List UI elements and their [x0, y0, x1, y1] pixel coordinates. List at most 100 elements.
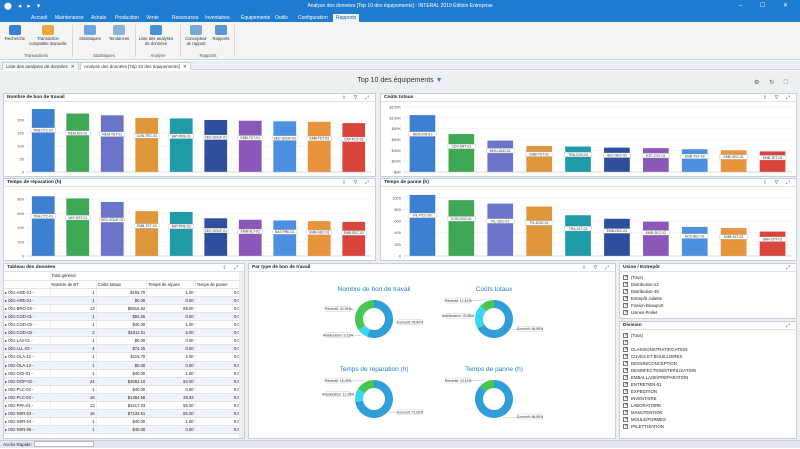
filter-item[interactable]: INVENTAIRE — [623, 395, 793, 402]
concepteur-button[interactable]: Concepteur de rapport — [183, 25, 209, 46]
menu-8[interactable]: Outils — [272, 14, 291, 22]
filter-item[interactable]: (Tous) — [623, 274, 793, 281]
tab-liste-analyses[interactable]: Liste des analyses de données✕ — [2, 62, 79, 70]
col-header[interactable]: Nombre de BT — [50, 280, 96, 288]
checkbox[interactable] — [623, 410, 628, 415]
menu-6[interactable]: Inventaires — [202, 14, 232, 22]
bar[interactable] — [308, 221, 331, 256]
bar[interactable] — [643, 148, 669, 172]
division-filter-list[interactable]: (Tous) CLASSIONSTRATIFICATIONCUVES ET BOU… — [623, 332, 793, 430]
panel-tool-icons[interactable]: ⇪ ⛛ ⤢ — [763, 179, 793, 187]
filter-item[interactable]: DESSIN/CONCEPTION — [623, 360, 793, 367]
bar[interactable] — [526, 207, 552, 256]
col-header[interactable]: Coûts totaux — [96, 280, 147, 288]
filter-item[interactable]: EMBALLAGE/PREPARATION — [623, 374, 793, 381]
bar[interactable] — [32, 109, 55, 172]
filter-item[interactable]: MOULE/FORMES — [623, 416, 793, 423]
bar[interactable] — [721, 150, 747, 172]
panel-tool-icons[interactable]: ⇪ ⛛ ⤢ — [342, 179, 372, 187]
table-scrollbar[interactable] — [239, 272, 244, 439]
bar[interactable] — [273, 121, 296, 172]
menu-1[interactable]: Maintenance — [52, 14, 87, 22]
panel-tool-icons[interactable]: ⤢ — [786, 264, 793, 272]
panel-tool-icons[interactable]: ⇪ ⛛ ⤢ — [763, 94, 793, 102]
checkbox[interactable] — [623, 424, 628, 429]
filter-item[interactable]: EXPEDITION — [623, 388, 793, 395]
bar[interactable] — [487, 141, 513, 172]
bar[interactable] — [449, 134, 475, 172]
quick-access-input[interactable] — [34, 441, 94, 447]
window-controls[interactable]: – ☐ ✕ — [739, 2, 796, 9]
bar[interactable] — [101, 115, 124, 172]
filter-item[interactable]: CUVES ET BOUILLOIRES — [623, 353, 793, 360]
bar[interactable] — [760, 151, 786, 172]
bar[interactable] — [308, 122, 331, 172]
checkbox[interactable] — [623, 354, 628, 359]
bar[interactable] — [565, 147, 591, 172]
filter-item[interactable]: CLASSIONSTRATIFICATION — [623, 346, 793, 353]
checkbox[interactable] — [623, 368, 628, 373]
menu-7[interactable]: Équipements — [238, 14, 273, 22]
checkbox[interactable] — [623, 417, 628, 422]
filter-item[interactable]: (Tous) — [623, 332, 793, 339]
bar[interactable] — [342, 222, 365, 256]
bar[interactable] — [643, 222, 669, 256]
tendances-button[interactable]: Tendances — [106, 25, 132, 41]
filter-item[interactable]: PALETTISATION — [623, 423, 793, 430]
donut-slice[interactable] — [355, 300, 374, 330]
checkbox[interactable] — [623, 310, 628, 315]
checkbox[interactable] — [623, 275, 628, 280]
menu-3[interactable]: Production — [112, 14, 142, 22]
statistiques-button[interactable]: Statistiques — [76, 25, 104, 41]
panel-tool-icons[interactable]: ⇪ ⤢ — [222, 264, 241, 272]
filter-item[interactable]: DESINFECTION/STERILISATION — [623, 367, 793, 374]
bar[interactable] — [682, 227, 708, 256]
checkbox[interactable] — [623, 296, 628, 301]
bar[interactable] — [410, 115, 436, 172]
menu-2[interactable]: Achats — [88, 14, 109, 22]
checkbox[interactable] — [623, 382, 628, 387]
bar[interactable] — [273, 220, 296, 256]
panel-tool-icons[interactable]: ⤢ — [786, 322, 793, 330]
usine-filter-list[interactable]: (Tous)Distribution-12Distribution-48Entr… — [623, 274, 793, 316]
bar[interactable] — [604, 219, 630, 256]
close-icon[interactable]: ✕ — [71, 64, 75, 69]
bar[interactable] — [170, 212, 193, 256]
filter-item[interactable]: Entrepôt Joliette — [623, 295, 793, 302]
transaction-button[interactable]: Transaction comptable manuelle — [28, 25, 68, 46]
checkbox[interactable] — [623, 340, 628, 345]
liste-analyses-button[interactable]: Liste des analyses de données — [137, 25, 175, 46]
filter-item[interactable]: Distribution-12 — [623, 281, 793, 288]
filter-item[interactable]: ENTRETIEN-01 — [623, 381, 793, 388]
bar[interactable] — [101, 202, 124, 256]
bar[interactable] — [487, 204, 513, 256]
bar[interactable] — [565, 215, 591, 256]
bar[interactable] — [342, 123, 365, 172]
filter-icon[interactable]: ▼ — [436, 77, 443, 84]
bar[interactable] — [526, 146, 552, 172]
filter-item[interactable]: Distribution-48 — [623, 288, 793, 295]
bar[interactable] — [410, 195, 436, 256]
bar[interactable] — [135, 211, 158, 256]
checkbox[interactable] — [623, 347, 628, 352]
checkbox[interactable] — [623, 303, 628, 308]
panel-tool-icons[interactable]: ⇪ ⛛ ⤢ — [342, 94, 372, 102]
bar[interactable] — [721, 228, 747, 256]
bar[interactable] — [449, 200, 475, 256]
bar[interactable] — [204, 120, 227, 172]
filter-item[interactable]: Fission-Beauport — [623, 302, 793, 309]
rapports-button[interactable]: Rapports — [210, 25, 232, 41]
